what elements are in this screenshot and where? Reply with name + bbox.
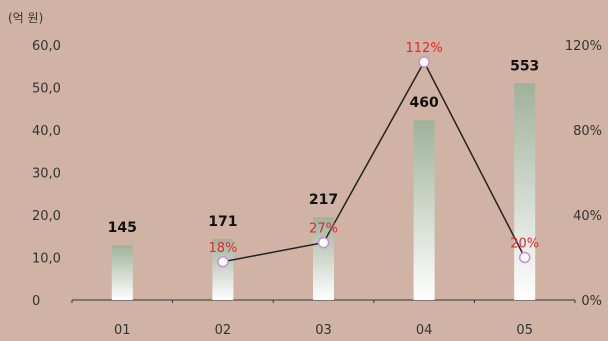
bar	[313, 217, 334, 300]
line-value-label: 27%	[309, 222, 338, 237]
y-left-tick-label: 0	[32, 294, 40, 309]
bar	[212, 238, 234, 300]
unit-label: (억 원)	[8, 11, 43, 25]
bar	[514, 83, 536, 300]
line-point	[217, 256, 229, 268]
bar-value-label: 171	[208, 214, 237, 230]
x-tick-label: 05	[516, 323, 533, 338]
line-point	[518, 251, 531, 264]
bar	[413, 120, 435, 300]
y-left-tick-label: 50,0	[32, 82, 61, 97]
y-right-tick-label: 40%	[573, 209, 602, 224]
line-point	[418, 56, 430, 68]
y-left-tick-label: 20,0	[32, 209, 61, 224]
line-value-label: 18%	[208, 241, 237, 256]
bar-value-label: 460	[409, 95, 438, 111]
x-tick-label: 01	[114, 323, 131, 338]
growth-rate-line	[222, 60, 526, 263]
x-tick-label: 04	[416, 323, 433, 338]
y-left-tick-label: 10,0	[32, 252, 61, 267]
bar	[111, 245, 133, 300]
y-left-tick-label: 40,0	[32, 124, 61, 139]
y-left-tick-label: 60,0	[32, 39, 61, 54]
y-left-tick-label: 30,0	[32, 167, 61, 182]
line-value-label: 20%	[510, 237, 539, 252]
y-right-tick-label: 120%	[565, 39, 602, 54]
bar-value-label: 145	[108, 220, 137, 236]
line-point	[317, 236, 330, 249]
y-right-tick-label: 0%	[581, 294, 602, 309]
y-right-tick-label: 80%	[573, 124, 602, 139]
bar-value-label: 217	[309, 192, 338, 208]
line-value-label: 112%	[406, 41, 443, 56]
x-tick-label: 03	[315, 323, 332, 338]
x-tick-label: 02	[215, 323, 232, 338]
bar-value-label: 553	[510, 58, 539, 74]
